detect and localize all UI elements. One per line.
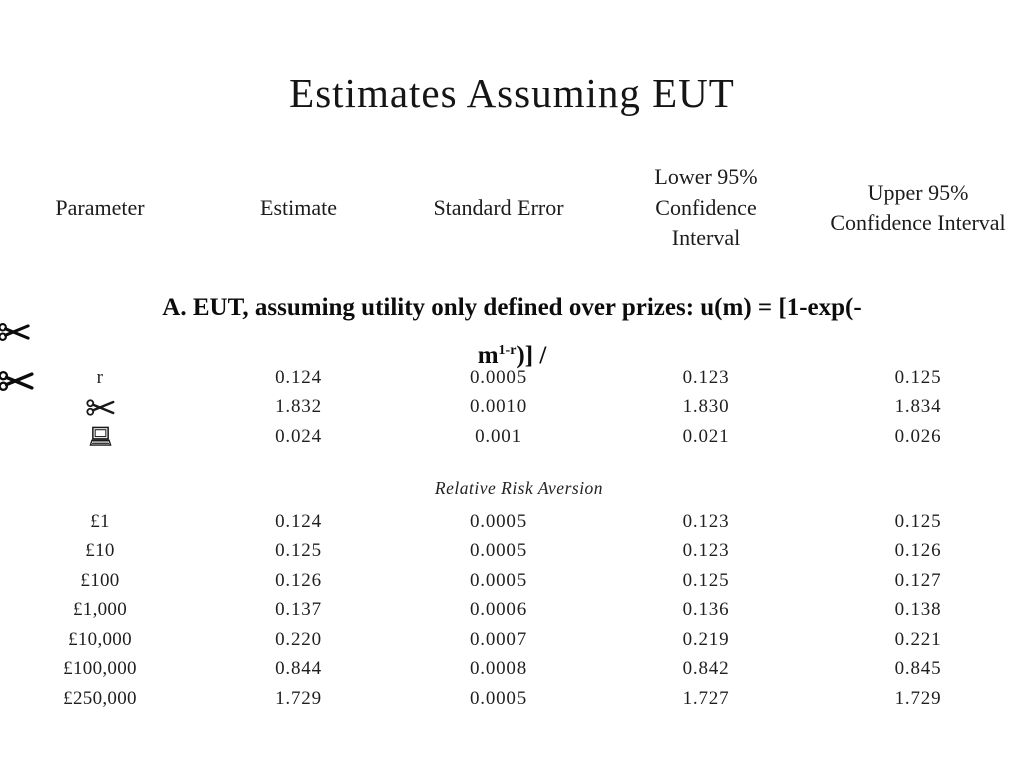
- param-label: £1: [90, 510, 110, 532]
- upper-ci-value: 0.845: [894, 658, 942, 680]
- estimate-value: 0.124: [275, 510, 322, 532]
- header-standard-error: Standard Error: [433, 194, 564, 220]
- upper-ci-value: 0.221: [894, 628, 942, 650]
- std-error-value: 0.0010: [469, 396, 528, 418]
- table-row: £250,000 1.729 0.0005 1.727 1.729: [0, 684, 1024, 714]
- std-error-value: 0.0006: [469, 599, 528, 621]
- std-error-value: 0.001: [475, 425, 522, 447]
- computer-icon: [88, 426, 112, 447]
- slide-title: Estimates Assuming EUT: [289, 70, 735, 116]
- header-lower-ci-line: Lower 95%: [654, 164, 758, 190]
- lower-ci-value: 0.123: [682, 540, 730, 562]
- lower-ci-value: 0.123: [682, 510, 730, 532]
- std-error-value: 0.0005: [469, 366, 528, 388]
- estimate-value: 0.125: [275, 540, 322, 562]
- header-upper-ci-line: Confidence Interval: [830, 210, 1006, 235]
- estimate-value: 0.024: [275, 425, 322, 447]
- estimate-value: 0.124: [275, 366, 322, 388]
- header-lower-ci-line: Confidence: [655, 194, 757, 220]
- table-row: £1,000 0.137 0.0006 0.136 0.138: [0, 596, 1024, 626]
- std-error-value: 0.0007: [469, 628, 528, 650]
- param-label: £10: [85, 540, 115, 562]
- table-row: £100 0.126 0.0005 0.125 0.127: [0, 566, 1024, 596]
- section-a-heading: A. EUT, assuming utility only defined ov…: [0, 294, 1024, 392]
- estimate-value: 0.844: [275, 658, 322, 680]
- upper-ci-value: 0.125: [894, 510, 942, 532]
- formula-base: m: [477, 342, 499, 369]
- table-row: 0.024 0.001 0.021 0.026: [0, 422, 1024, 452]
- header-upper-ci-line: Upper 95%: [867, 179, 969, 205]
- lower-ci-value: 0.123: [682, 366, 730, 388]
- table-row: £10,000 0.220 0.0007 0.219 0.221: [0, 625, 1024, 655]
- lower-ci-value: 0.021: [682, 425, 730, 447]
- header-parameter: Parameter: [55, 194, 145, 220]
- param-label: r: [96, 366, 104, 388]
- param-label: [0, 393, 200, 423]
- formula-suffix: )] /: [516, 342, 547, 369]
- header-upper-ci: Upper 95% Confidence Interval: [812, 178, 1024, 239]
- param-label: £250,000: [63, 687, 137, 709]
- scissors-icon: [0, 323, 30, 341]
- std-error-value: 0.0005: [469, 540, 528, 562]
- table-row: r 0.124 0.0005 0.123 0.125: [0, 363, 1024, 393]
- scissors-icon: [0, 370, 34, 392]
- lower-ci-value: 0.842: [682, 658, 730, 680]
- lower-ci-value: 1.830: [682, 396, 730, 418]
- lower-ci-value: 0.125: [682, 569, 730, 591]
- upper-ci-value: 0.026: [894, 425, 942, 447]
- param-label: £10,000: [68, 628, 132, 650]
- upper-ci-value: 1.729: [894, 687, 942, 709]
- std-error-value: 0.0005: [469, 510, 528, 532]
- scissors-icon: [85, 399, 114, 416]
- upper-ci-value: 0.125: [894, 366, 942, 388]
- std-error-value: 0.0005: [469, 687, 528, 709]
- lower-ci-value: 0.219: [682, 628, 730, 650]
- header-lower-ci-line: Interval: [671, 225, 741, 251]
- lower-ci-value: 1.727: [682, 687, 730, 709]
- subsection-title: Relative Risk Aversion: [434, 478, 604, 498]
- estimate-value: 0.126: [275, 569, 322, 591]
- std-error-value: 0.0005: [469, 569, 528, 591]
- std-error-value: 0.0008: [469, 658, 528, 680]
- formula-prefix: A. EUT, assuming utility only defined ov…: [162, 294, 862, 321]
- param-label: £1,000: [72, 599, 128, 621]
- header-lower-ci: Lower 95% Confidence Interval: [600, 162, 812, 253]
- estimate-value: 1.832: [275, 396, 322, 418]
- header-estimate: Estimate: [260, 194, 337, 220]
- formula-exponent: 1-r: [498, 343, 517, 359]
- estimate-value: 0.137: [275, 599, 322, 621]
- upper-ci-value: 0.127: [894, 569, 942, 591]
- upper-ci-value: 0.126: [894, 540, 942, 562]
- param-label: £100,000: [63, 658, 137, 680]
- table-header-row: Parameter Estimate Standard Error Lower …: [0, 160, 1024, 256]
- upper-ci-value: 1.834: [894, 396, 942, 418]
- rra-rows-section: £1 0.124 0.0005 0.123 0.125 £10 0.125 0.…: [0, 507, 1024, 714]
- table-row: £10 0.125 0.0005 0.123 0.126: [0, 537, 1024, 567]
- table-row: £1 0.124 0.0005 0.123 0.125: [0, 507, 1024, 537]
- table-row: 1.832 0.0010 1.830 1.834: [0, 393, 1024, 423]
- param-label: £100: [80, 569, 120, 591]
- estimate-value: 0.220: [275, 628, 322, 650]
- table-row: £100,000 0.844 0.0008 0.842 0.845: [0, 655, 1024, 685]
- upper-ci-value: 0.138: [894, 599, 942, 621]
- lower-ci-value: 0.136: [682, 599, 730, 621]
- param-rows-section: r 0.124 0.0005 0.123 0.125 1.832 0.0010 …: [0, 363, 1024, 452]
- estimate-value: 1.729: [275, 687, 322, 709]
- param-label: [0, 422, 200, 452]
